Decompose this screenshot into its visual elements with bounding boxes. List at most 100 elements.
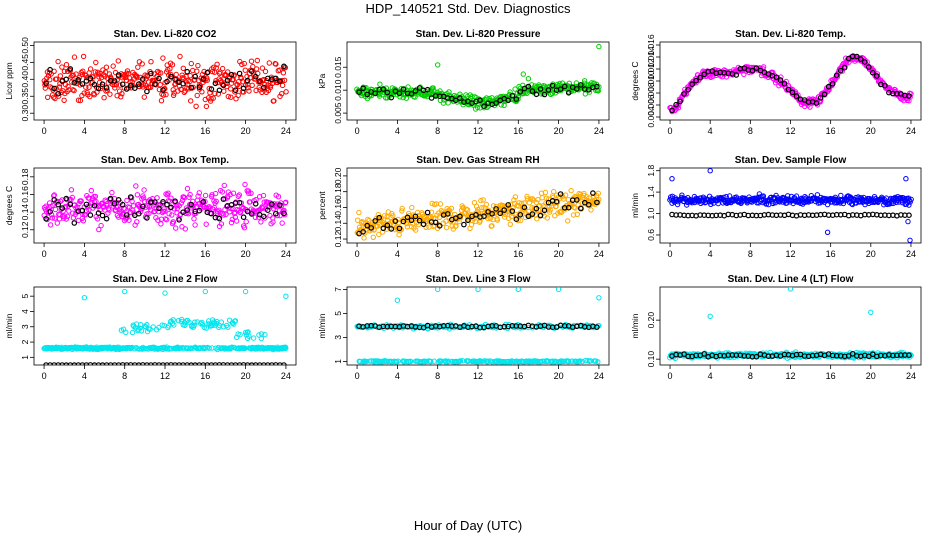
data-point: [726, 193, 733, 199]
reference-point: [248, 362, 255, 365]
data-point: [71, 87, 77, 94]
x-tick-label: 16: [826, 371, 836, 381]
data-point: [489, 223, 495, 229]
reference-point: [79, 207, 86, 214]
outlier-point: [596, 295, 602, 301]
panel-title: Stan. Dev. Li-820 Temp.: [735, 29, 846, 40]
reference-point: [424, 86, 431, 93]
reference-point: [356, 89, 362, 95]
reference-point: [777, 77, 784, 83]
x-tick-label: 12: [160, 249, 170, 259]
data-point: [907, 94, 913, 100]
data-point: [242, 181, 248, 188]
x-tick-label: 8: [122, 126, 127, 136]
data-point: [137, 325, 143, 331]
reference-point: [701, 351, 708, 357]
reference-point: [148, 70, 154, 77]
data-point: [163, 91, 169, 98]
x-tick-label: 12: [473, 126, 483, 136]
data-point: [283, 345, 289, 351]
data-point: [435, 359, 441, 365]
data-point: [552, 213, 558, 219]
chart-panel: Stan. Dev. Li-820 Temp.0 4 8 12 16 20 240.0040…: [630, 29, 922, 136]
data-point: [818, 97, 824, 103]
data-point: [596, 84, 602, 90]
data-point: [103, 64, 110, 70]
reference-point: [103, 215, 110, 222]
data-point: [453, 223, 459, 229]
data-point: [206, 345, 212, 351]
data-point: [254, 57, 260, 64]
reference-point: [236, 70, 243, 77]
reference-point: [111, 200, 118, 207]
reference-point: [376, 214, 383, 221]
data-point: [231, 72, 238, 78]
reference-point: [136, 210, 142, 217]
data-point: [283, 89, 289, 95]
data-point: [144, 73, 151, 80]
data-point: [253, 87, 259, 94]
data-point: [230, 190, 237, 196]
outlier-point: [787, 287, 794, 292]
data-point: [437, 201, 444, 207]
reference-point: [392, 218, 399, 224]
outlier-point: [81, 295, 88, 301]
data-point: [802, 194, 808, 200]
data-point: [283, 199, 289, 206]
data-point: [106, 207, 112, 213]
reference-point: [545, 87, 552, 93]
data-point: [47, 77, 53, 83]
y-tick-label: 0.20: [333, 167, 343, 184]
data-point: [550, 195, 556, 201]
reference-point: [565, 204, 572, 211]
data-point: [494, 217, 500, 223]
data-point: [73, 71, 79, 77]
data-point: [399, 205, 405, 212]
outlier-point: [669, 176, 675, 182]
reference-point: [152, 199, 158, 205]
data-point: [203, 103, 210, 110]
data-point: [140, 344, 146, 351]
reference-point: [557, 191, 564, 197]
data-point: [67, 68, 73, 74]
data-point: [273, 61, 279, 67]
reference-point: [164, 201, 170, 208]
data-point: [199, 319, 205, 326]
reference-point: [380, 86, 387, 92]
reference-point: [360, 229, 366, 235]
data-point: [140, 84, 146, 90]
data-point: [166, 211, 172, 217]
reference-point: [681, 91, 687, 97]
reference-point: [240, 85, 247, 92]
data-point: [581, 190, 587, 197]
data-point: [793, 193, 800, 199]
y-tick-label: 0.14: [333, 215, 343, 232]
reference-point: [47, 209, 53, 215]
data-point: [562, 192, 569, 198]
reference-point: [277, 202, 283, 208]
data-point: [215, 214, 221, 221]
y-tick-label: 5: [20, 294, 30, 299]
reference-point: [236, 199, 243, 206]
data-point: [228, 205, 234, 212]
y-tick-label: 0.012: [646, 58, 656, 80]
reference-point: [412, 213, 419, 220]
data-point: [908, 196, 914, 203]
reference-point: [384, 222, 391, 229]
data-point: [162, 208, 168, 214]
data-point: [158, 98, 165, 104]
data-point: [61, 68, 68, 75]
data-point: [838, 192, 844, 199]
data-point: [534, 216, 540, 222]
outlier-point: [475, 287, 481, 293]
chart-panel: Stan. Dev. Amb. Box Temp. 0 4 8 12 16 20 24 0.12…: [4, 155, 297, 259]
data-point: [228, 94, 234, 100]
data-point: [476, 211, 482, 217]
data-point: [196, 82, 203, 88]
data-point: [446, 89, 452, 95]
data-point: [203, 221, 209, 227]
reference-point: [529, 88, 536, 94]
reference-point: [533, 91, 540, 98]
reference-point: [272, 75, 279, 82]
data-point: [195, 193, 201, 199]
